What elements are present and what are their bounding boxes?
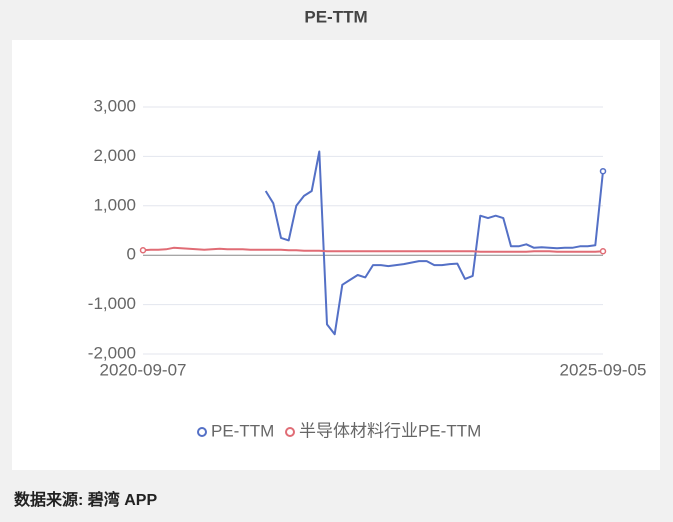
end-marker	[599, 167, 607, 175]
y-tick-label: 1,000	[93, 195, 136, 214]
start-marker	[139, 247, 147, 254]
legend-label: 半导体材料行业PE-TTM	[299, 421, 481, 440]
source-note: 数据来源: 碧湾 APP	[14, 490, 157, 509]
x-tick-label: 2020-09-07	[100, 360, 187, 379]
y-tick-label: 2,000	[93, 146, 136, 165]
y-tick-label: -2,000	[88, 343, 136, 362]
series-line	[142, 246, 604, 253]
y-tick-label: 3,000	[93, 96, 136, 115]
legend-marker	[197, 427, 207, 437]
y-tick-label: 0	[127, 245, 136, 264]
y-tick-label: -1,000	[88, 294, 136, 313]
end-marker	[599, 247, 607, 255]
chart-title: PE-TTM	[304, 7, 367, 26]
series-line	[264, 150, 604, 336]
legend-marker	[285, 427, 295, 437]
x-tick-label: 2025-09-05	[560, 360, 647, 379]
legend-label: PE-TTM	[211, 421, 274, 440]
